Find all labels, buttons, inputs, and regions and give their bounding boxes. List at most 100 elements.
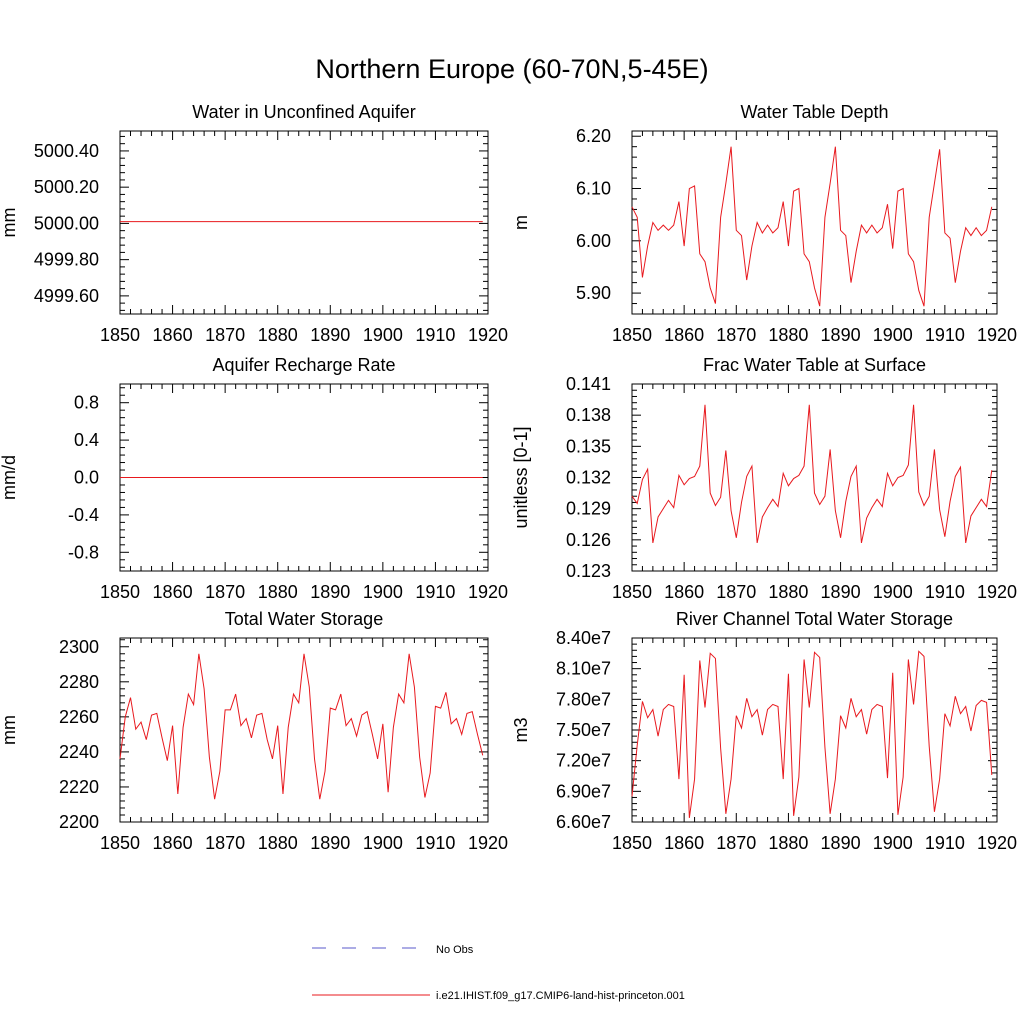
- x-tick-label: 1920: [468, 325, 508, 345]
- x-tick-label: 1900: [363, 833, 403, 853]
- y-tick-label: 6.10: [576, 179, 611, 199]
- panel-title: Total Water Storage: [225, 609, 383, 629]
- y-tick-label: 8.10e7: [556, 659, 611, 679]
- x-tick-label: 1900: [363, 582, 403, 602]
- x-tick-label: 1850: [612, 325, 652, 345]
- x-tick-label: 1880: [258, 833, 298, 853]
- x-tick-label: 1860: [153, 833, 193, 853]
- x-tick-label: 1910: [415, 833, 455, 853]
- x-tick-label: 1870: [205, 325, 245, 345]
- y-tick-label: 2220: [59, 777, 99, 797]
- chart-panel-6: River Channel Total Water Storage m3 1850 1…: [511, 609, 1017, 853]
- x-tick-label: 1850: [100, 833, 140, 853]
- y-tick-label: 5000.20: [34, 177, 99, 197]
- chart-panel-4: Frac Water Table at Surface unitless [0-1…: [511, 355, 1017, 602]
- x-tick-label: 1880: [258, 582, 298, 602]
- y-tick-label: 0.141: [566, 374, 611, 394]
- x-tick-label: 1870: [205, 582, 245, 602]
- y-tick-label: 0.129: [566, 499, 611, 519]
- figure-title: Northern Europe (60-70N,5-45E): [315, 54, 709, 84]
- x-tick-label: 1890: [821, 833, 861, 853]
- x-tick-label: 1890: [821, 325, 861, 345]
- x-tick-label: 1850: [612, 833, 652, 853]
- y-tick-label: 2300: [59, 637, 99, 657]
- x-tick-label: 1920: [977, 582, 1017, 602]
- series-line: [631, 146, 993, 307]
- x-tick-label: 1900: [363, 325, 403, 345]
- y-axis-label: unitless [0-1]: [511, 426, 531, 528]
- x-tick-label: 1870: [716, 582, 756, 602]
- x-tick-label: 1880: [768, 833, 808, 853]
- x-tick-label: 1920: [977, 833, 1017, 853]
- x-tick-label: 1890: [310, 325, 350, 345]
- x-tick-label: 1870: [716, 833, 756, 853]
- y-tick-label: 0.132: [566, 468, 611, 488]
- y-tick-label: 0.138: [566, 405, 611, 425]
- y-tick-label: 0.8: [74, 393, 99, 413]
- y-tick-label: 2200: [59, 812, 99, 832]
- chart-panel-5: Total Water Storage mm 1850 1860 1870 1880 189…: [0, 609, 508, 853]
- x-tick-label: 1860: [664, 833, 704, 853]
- x-tick-label: 1910: [415, 325, 455, 345]
- x-tick-label: 1900: [873, 833, 913, 853]
- x-tick-label: 1850: [100, 582, 140, 602]
- panel-title: Frac Water Table at Surface: [703, 355, 926, 375]
- x-tick-label: 1910: [925, 833, 965, 853]
- panel-title: Water in Unconfined Aquifer: [192, 102, 415, 122]
- x-tick-label: 1870: [716, 325, 756, 345]
- legend: No Obs i.e21.IHIST.f09_g17.CMIP6-land-his…: [312, 944, 685, 1002]
- x-tick-label: 1920: [977, 325, 1017, 345]
- y-tick-label: 7.80e7: [556, 689, 611, 709]
- x-tick-label: 1860: [664, 325, 704, 345]
- y-tick-label: 0.123: [566, 561, 611, 581]
- legend-label-model: i.e21.IHIST.f09_g17.CMIP6-land-hist-prin…: [436, 990, 685, 1002]
- x-tick-label: 1850: [100, 325, 140, 345]
- x-tick-label: 1860: [664, 582, 704, 602]
- x-tick-label: 1850: [612, 582, 652, 602]
- y-tick-label: 4999.60: [34, 286, 99, 306]
- y-axis-label: mm: [0, 715, 19, 745]
- x-tick-label: 1920: [468, 582, 508, 602]
- series-line: [631, 650, 993, 818]
- y-tick-label: 0.126: [566, 530, 611, 550]
- plot-frame: [631, 637, 998, 823]
- y-tick-label: 8.40e7: [556, 628, 611, 648]
- plot-frame: [631, 130, 998, 315]
- y-tick-label: -0.4: [68, 505, 99, 525]
- x-tick-label: 1900: [873, 325, 913, 345]
- x-tick-label: 1860: [153, 325, 193, 345]
- chart-panel-3: Aquifer Recharge Rate mm/d 1850 1860 1870 188…: [0, 355, 508, 602]
- y-tick-label: 0.135: [566, 436, 611, 456]
- y-tick-label: 0.4: [74, 430, 99, 450]
- y-axis-label: m3: [511, 717, 531, 742]
- x-tick-label: 1910: [415, 582, 455, 602]
- y-tick-label: 6.90e7: [556, 781, 611, 801]
- x-tick-label: 1890: [821, 582, 861, 602]
- y-tick-label: 5.90: [576, 283, 611, 303]
- x-tick-label: 1880: [258, 325, 298, 345]
- y-tick-label: 5000.00: [34, 213, 99, 233]
- plot-frame: [631, 383, 998, 572]
- y-tick-label: 7.50e7: [556, 720, 611, 740]
- x-tick-label: 1920: [468, 833, 508, 853]
- legend-label-no-obs: No Obs: [436, 944, 474, 956]
- x-tick-label: 1900: [873, 582, 913, 602]
- y-axis-label: mm: [0, 208, 19, 238]
- chart-panel-2: Water Table Depth m 1850 1860 1870 1880 1890 19…: [511, 102, 1017, 345]
- x-tick-label: 1890: [310, 582, 350, 602]
- x-tick-label: 1880: [768, 582, 808, 602]
- panel-title: Water Table Depth: [740, 102, 888, 122]
- y-tick-label: 2260: [59, 707, 99, 727]
- x-tick-label: 1910: [925, 582, 965, 602]
- series-line: [631, 404, 993, 544]
- x-tick-label: 1870: [205, 833, 245, 853]
- y-tick-label: 2280: [59, 672, 99, 692]
- series-line: [119, 653, 484, 800]
- chart-panel-1: Water in Unconfined Aquifer mm 1850 1860 187…: [0, 102, 508, 345]
- x-tick-label: 1880: [768, 325, 808, 345]
- x-tick-label: 1910: [925, 325, 965, 345]
- y-axis-label: mm/d: [0, 455, 19, 500]
- y-axis-label: m: [511, 215, 531, 230]
